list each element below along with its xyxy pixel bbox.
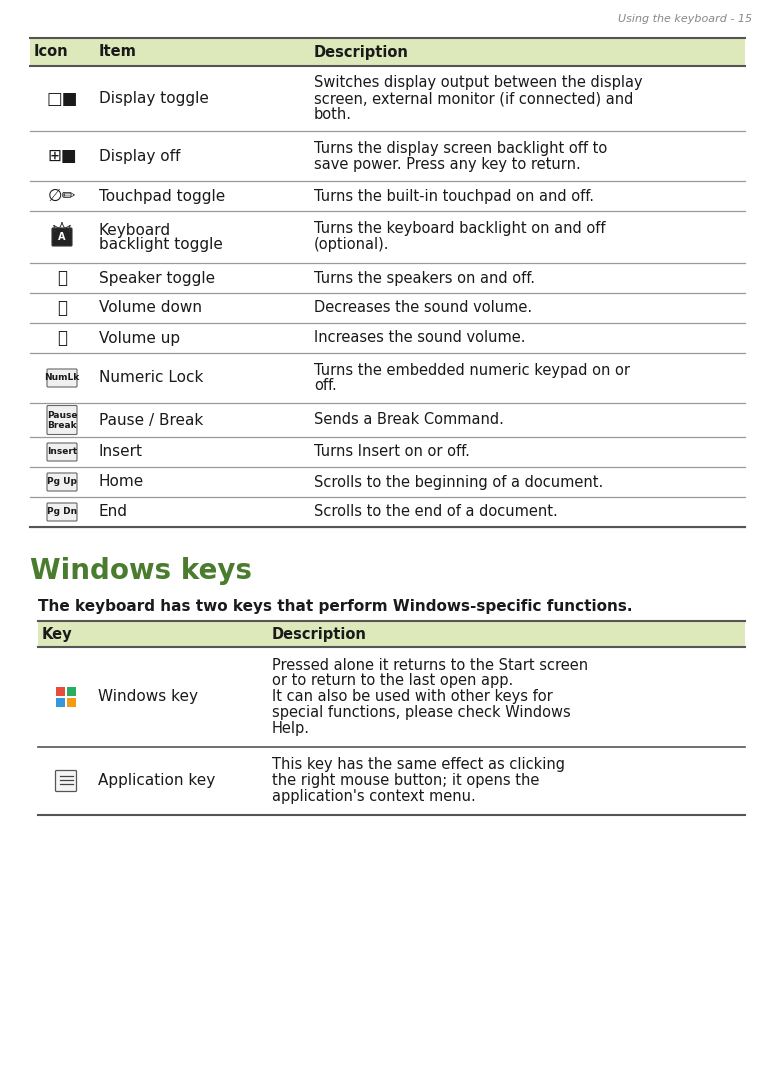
- Text: Pressed alone it returns to the Start screen: Pressed alone it returns to the Start sc…: [272, 657, 588, 672]
- Text: Display off: Display off: [99, 148, 180, 164]
- Text: End: End: [99, 505, 128, 520]
- Text: Pause: Pause: [47, 410, 77, 420]
- Text: Sends a Break Command.: Sends a Break Command.: [314, 412, 504, 427]
- Bar: [67, 698, 76, 707]
- Text: off.: off.: [314, 378, 337, 393]
- Text: □■: □■: [46, 89, 77, 108]
- FancyBboxPatch shape: [47, 406, 77, 435]
- Text: Insert: Insert: [47, 447, 77, 457]
- Text: Turns the embedded numeric keypad on or: Turns the embedded numeric keypad on or: [314, 362, 630, 377]
- Text: Numeric Lock: Numeric Lock: [99, 371, 203, 386]
- Text: ⊞■: ⊞■: [48, 147, 77, 165]
- Text: Windows keys: Windows keys: [30, 557, 252, 585]
- Bar: [38, 621, 745, 648]
- Text: or to return to the last open app.: or to return to the last open app.: [272, 673, 513, 688]
- Text: Keyboard: Keyboard: [99, 223, 171, 237]
- Text: backlight toggle: backlight toggle: [99, 236, 223, 251]
- FancyBboxPatch shape: [47, 473, 77, 491]
- Text: ∅✏: ∅✏: [48, 187, 76, 204]
- Text: Turns the keyboard backlight on and off: Turns the keyboard backlight on and off: [314, 222, 605, 236]
- Text: (optional).: (optional).: [314, 237, 390, 252]
- Text: Turns the display screen backlight off to: Turns the display screen backlight off t…: [314, 141, 607, 155]
- Text: 🔊: 🔊: [57, 329, 67, 347]
- Text: Switches display output between the display: Switches display output between the disp…: [314, 75, 643, 91]
- Text: Touchpad toggle: Touchpad toggle: [99, 189, 225, 203]
- FancyBboxPatch shape: [47, 503, 77, 521]
- Text: Display toggle: Display toggle: [99, 91, 209, 106]
- Text: save power. Press any key to return.: save power. Press any key to return.: [314, 157, 581, 171]
- Text: Windows key: Windows key: [98, 689, 198, 705]
- Text: the right mouse button; it opens the: the right mouse button; it opens the: [272, 773, 539, 788]
- Text: Speaker toggle: Speaker toggle: [99, 271, 215, 285]
- Text: screen, external monitor (if connected) and: screen, external monitor (if connected) …: [314, 91, 634, 106]
- Text: Application key: Application key: [98, 773, 216, 788]
- Text: Increases the sound volume.: Increases the sound volume.: [314, 330, 525, 345]
- Text: Volume down: Volume down: [99, 300, 202, 315]
- Text: 🔉: 🔉: [57, 299, 67, 317]
- Text: Item: Item: [99, 45, 137, 60]
- Text: Break: Break: [48, 421, 77, 429]
- Text: Insert: Insert: [99, 444, 143, 459]
- Text: The keyboard has two keys that perform Windows-specific functions.: The keyboard has two keys that perform W…: [38, 599, 633, 615]
- Text: Help.: Help.: [272, 721, 310, 737]
- Text: 🔇: 🔇: [57, 269, 67, 286]
- FancyBboxPatch shape: [55, 770, 77, 791]
- Text: Pause / Break: Pause / Break: [99, 412, 203, 427]
- Text: Using the keyboard - 15: Using the keyboard - 15: [618, 14, 752, 24]
- Text: Decreases the sound volume.: Decreases the sound volume.: [314, 300, 532, 315]
- Bar: [56, 687, 65, 697]
- Text: Pg Up: Pg Up: [47, 477, 77, 487]
- Text: Scrolls to the end of a document.: Scrolls to the end of a document.: [314, 505, 558, 520]
- Text: Volume up: Volume up: [99, 330, 180, 345]
- Text: Pg Dn: Pg Dn: [47, 508, 77, 517]
- Text: This key has the same effect as clicking: This key has the same effect as clicking: [272, 757, 565, 772]
- Text: Scrolls to the beginning of a document.: Scrolls to the beginning of a document.: [314, 475, 604, 490]
- Text: Turns Insert on or off.: Turns Insert on or off.: [314, 444, 470, 459]
- Bar: [67, 687, 76, 697]
- Text: NumLk: NumLk: [44, 374, 80, 382]
- FancyBboxPatch shape: [47, 443, 77, 461]
- Text: It can also be used with other keys for: It can also be used with other keys for: [272, 689, 553, 705]
- FancyBboxPatch shape: [47, 368, 77, 387]
- FancyBboxPatch shape: [52, 228, 72, 246]
- Text: special functions, please check Windows: special functions, please check Windows: [272, 705, 571, 721]
- Text: Turns the built-in touchpad on and off.: Turns the built-in touchpad on and off.: [314, 189, 594, 203]
- Bar: [30, 38, 745, 66]
- Text: application's context menu.: application's context menu.: [272, 789, 476, 804]
- Text: Key: Key: [42, 626, 73, 641]
- Text: Turns the speakers on and off.: Turns the speakers on and off.: [314, 271, 535, 285]
- Text: Description: Description: [272, 626, 367, 641]
- Text: Home: Home: [99, 475, 144, 490]
- Text: both.: both.: [314, 106, 352, 122]
- Text: Description: Description: [314, 45, 409, 60]
- Text: A: A: [58, 232, 66, 242]
- Text: Icon: Icon: [34, 45, 68, 60]
- Bar: [56, 698, 65, 707]
